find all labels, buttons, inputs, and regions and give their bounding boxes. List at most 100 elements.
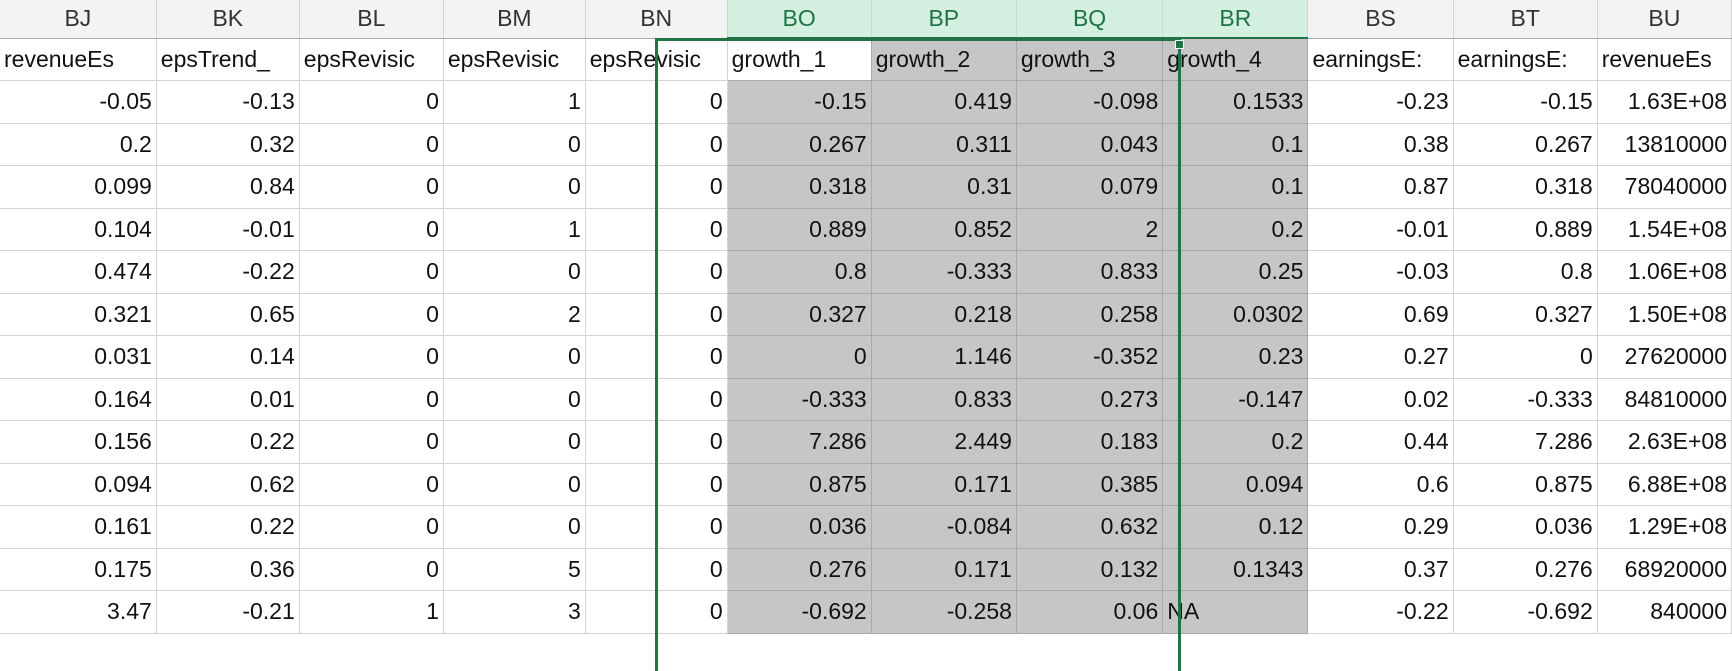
cell-bt[interactable]: -0.333	[1453, 378, 1598, 421]
cell-bs[interactable]: 0.44	[1307, 420, 1454, 464]
cell-bq[interactable]: 0.183	[1016, 420, 1164, 464]
cell-bn[interactable]: 0	[585, 335, 728, 379]
cell-bn[interactable]: 0	[585, 123, 728, 166]
cell-bt[interactable]: 0.8	[1453, 250, 1598, 294]
column-header-bo[interactable]: BO	[727, 0, 872, 39]
cell-bq[interactable]: 0.132	[1016, 548, 1164, 591]
cell-bs[interactable]: -0.01	[1307, 208, 1454, 251]
cell-bk[interactable]: 0.36	[156, 548, 300, 591]
cell-bu[interactable]: 84810000	[1597, 378, 1732, 421]
cell-bl[interactable]: 0	[299, 165, 444, 209]
cell-bt[interactable]: 0.276	[1453, 548, 1598, 591]
cell-bs[interactable]: 0.6	[1307, 463, 1454, 506]
cell-bp[interactable]: 0.171	[871, 548, 1017, 591]
cell-bk[interactable]: 0.32	[156, 123, 300, 166]
cell-bp[interactable]: 2.449	[871, 420, 1017, 464]
cell-bm[interactable]: 0	[443, 165, 586, 209]
cell-br[interactable]: 0.23	[1162, 335, 1309, 379]
cell-bl[interactable]: 0	[299, 463, 444, 506]
cell-bp[interactable]: 0.171	[871, 463, 1017, 506]
cell-bl[interactable]: 1	[299, 590, 444, 634]
cell-bt[interactable]: 0.267	[1453, 123, 1598, 166]
cell-bt[interactable]: 0.318	[1453, 165, 1598, 209]
cell-bt[interactable]: 0.327	[1453, 293, 1598, 336]
cell-header-bo[interactable]: growth_1	[727, 38, 872, 81]
cell-bl[interactable]: 0	[299, 293, 444, 336]
cell-bu[interactable]: 2.63E+08	[1597, 420, 1732, 464]
column-header-bj[interactable]: BJ	[0, 0, 157, 39]
cell-bo[interactable]: -0.15	[727, 80, 872, 124]
cell-bu[interactable]: 68920000	[1597, 548, 1732, 591]
cell-bm[interactable]: 3	[443, 590, 586, 634]
cell-bm[interactable]: 0	[443, 378, 586, 421]
cell-bt[interactable]: 0.889	[1453, 208, 1598, 251]
cell-bm[interactable]: 1	[443, 208, 586, 251]
cell-bq[interactable]: -0.352	[1016, 335, 1164, 379]
column-header-bs[interactable]: BS	[1307, 0, 1454, 39]
column-header-br[interactable]: BR	[1162, 0, 1309, 39]
cell-bj[interactable]: 0.156	[0, 420, 157, 464]
cell-header-bp[interactable]: growth_2	[871, 38, 1017, 81]
cell-bl[interactable]: 0	[299, 335, 444, 379]
cell-bm[interactable]: 1	[443, 80, 586, 124]
cell-bm[interactable]: 0	[443, 420, 586, 464]
cell-header-bj[interactable]: revenueEs	[0, 38, 157, 81]
column-header-bn[interactable]: BN	[585, 0, 728, 39]
cell-bo[interactable]: 0.889	[727, 208, 872, 251]
cell-bt[interactable]: 0	[1453, 335, 1598, 379]
cell-bp[interactable]: -0.258	[871, 590, 1017, 634]
cell-bq[interactable]: 0.273	[1016, 378, 1164, 421]
cell-br[interactable]: 0.1343	[1162, 548, 1309, 591]
cell-bk[interactable]: 0.01	[156, 378, 300, 421]
cell-bj[interactable]: 0.031	[0, 335, 157, 379]
cell-header-bk[interactable]: epsTrend_	[156, 38, 300, 81]
cell-bk[interactable]: -0.13	[156, 80, 300, 124]
cell-bu[interactable]: 6.88E+08	[1597, 463, 1732, 506]
cell-bn[interactable]: 0	[585, 548, 728, 591]
cell-bu[interactable]: 1.29E+08	[1597, 505, 1732, 549]
cell-header-br[interactable]: growth_4	[1162, 38, 1309, 81]
cell-bp[interactable]: 0.218	[871, 293, 1017, 336]
cell-bs[interactable]: 0.37	[1307, 548, 1454, 591]
cell-bq[interactable]: 0.385	[1016, 463, 1164, 506]
cell-bq[interactable]: -0.098	[1016, 80, 1164, 124]
cell-bt[interactable]: 0.875	[1453, 463, 1598, 506]
cell-header-bq[interactable]: growth_3	[1016, 38, 1164, 81]
cell-header-bs[interactable]: earningsE:	[1307, 38, 1454, 81]
cell-bm[interactable]: 5	[443, 548, 586, 591]
cell-bl[interactable]: 0	[299, 505, 444, 549]
cell-bm[interactable]: 0	[443, 335, 586, 379]
cell-bj[interactable]: 0.474	[0, 250, 157, 294]
cell-bu[interactable]: 13810000	[1597, 123, 1732, 166]
cell-header-bn[interactable]: epsRevisic	[585, 38, 728, 81]
cell-bs[interactable]: 0.27	[1307, 335, 1454, 379]
cell-bu[interactable]: 1.50E+08	[1597, 293, 1732, 336]
cell-bs[interactable]: 0.29	[1307, 505, 1454, 549]
cell-bu[interactable]: 1.63E+08	[1597, 80, 1732, 124]
column-header-bl[interactable]: BL	[299, 0, 444, 39]
cell-bk[interactable]: -0.01	[156, 208, 300, 251]
cell-bq[interactable]: 0.043	[1016, 123, 1164, 166]
cell-bo[interactable]: -0.692	[727, 590, 872, 634]
cell-br[interactable]: NA	[1162, 590, 1309, 634]
column-header-bm[interactable]: BM	[443, 0, 586, 39]
cell-br[interactable]: -0.147	[1162, 378, 1309, 421]
cell-bl[interactable]: 0	[299, 80, 444, 124]
cell-bk[interactable]: -0.21	[156, 590, 300, 634]
cell-br[interactable]: 0.094	[1162, 463, 1309, 506]
cell-bp[interactable]: 0.833	[871, 378, 1017, 421]
cell-bs[interactable]: -0.22	[1307, 590, 1454, 634]
cell-bp[interactable]: 0.31	[871, 165, 1017, 209]
cell-bl[interactable]: 0	[299, 420, 444, 464]
cell-bp[interactable]: 0.311	[871, 123, 1017, 166]
cell-bk[interactable]: 0.65	[156, 293, 300, 336]
cell-bs[interactable]: 0.02	[1307, 378, 1454, 421]
column-header-bp[interactable]: BP	[871, 0, 1017, 39]
cell-bo[interactable]: 0	[727, 335, 872, 379]
cell-br[interactable]: 0.1533	[1162, 80, 1309, 124]
cell-bu[interactable]: 78040000	[1597, 165, 1732, 209]
cell-br[interactable]: 0.0302	[1162, 293, 1309, 336]
cell-bj[interactable]: 0.2	[0, 123, 157, 166]
cell-bo[interactable]: 0.036	[727, 505, 872, 549]
cell-bj[interactable]: 0.164	[0, 378, 157, 421]
